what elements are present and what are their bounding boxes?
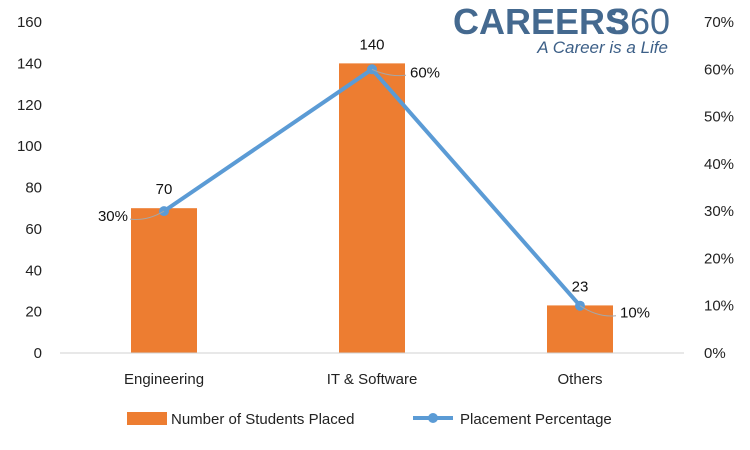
y2-tick-label: 10% <box>704 298 734 315</box>
y2-tick-label: 40% <box>704 156 734 173</box>
data-labels: 70 140 23 30% 60% 10% <box>98 36 650 321</box>
x-tick-label: Engineering <box>124 371 204 388</box>
leader-line <box>371 68 407 77</box>
right-axis-ticks: 0% 10% 20% 30% 40% 50% 60% 70% <box>704 14 734 362</box>
legend-bar-label: Number of Students Placed <box>171 411 354 428</box>
left-axis-ticks: 0 20 40 60 80 100 120 140 160 <box>17 14 42 362</box>
brand-number: 360 <box>610 1 670 42</box>
line-data-label: 30% <box>98 208 128 225</box>
legend: Number of Students Placed Placement Perc… <box>127 411 612 428</box>
x-tick-label: IT & Software <box>327 371 418 388</box>
y2-tick-label: 30% <box>704 203 734 220</box>
bar <box>547 305 613 353</box>
y2-tick-label: 20% <box>704 250 734 267</box>
y-tick-label: 40 <box>25 262 42 279</box>
y-tick-label: 120 <box>17 97 42 114</box>
y-tick-label: 160 <box>17 14 42 31</box>
bar-data-label: 23 <box>572 278 589 295</box>
bar-data-label: 70 <box>156 181 173 198</box>
bar <box>339 63 405 353</box>
bar <box>131 208 197 353</box>
y2-tick-label: 70% <box>704 14 734 31</box>
x-tick-label: Others <box>557 371 602 388</box>
leader-line <box>129 210 165 220</box>
y2-tick-label: 60% <box>704 61 734 78</box>
brand-tagline: A Career is a Life <box>536 38 668 57</box>
legend-line-marker <box>428 413 438 423</box>
y-tick-label: 80 <box>25 180 42 197</box>
bar-data-label: 140 <box>359 36 384 53</box>
brand-name: CAREERS <box>453 1 629 42</box>
y-tick-label: 100 <box>17 138 42 155</box>
y-tick-label: 140 <box>17 55 42 72</box>
bar-series <box>131 63 613 353</box>
y-tick-label: 0 <box>34 345 42 362</box>
line-data-label: 60% <box>410 64 440 81</box>
line-data-label: 10% <box>620 305 650 322</box>
y-tick-label: 60 <box>25 221 42 238</box>
category-labels: Engineering IT & Software Others <box>124 371 603 388</box>
y-tick-label: 20 <box>25 304 42 321</box>
legend-line-label: Placement Percentage <box>460 411 612 428</box>
careers360-logo: CAREERS 360 A Career is a Life <box>453 1 670 57</box>
y2-tick-label: 0% <box>704 345 726 362</box>
legend-bar-swatch <box>127 412 167 425</box>
leader-line <box>579 305 617 317</box>
y2-tick-label: 50% <box>704 109 734 126</box>
